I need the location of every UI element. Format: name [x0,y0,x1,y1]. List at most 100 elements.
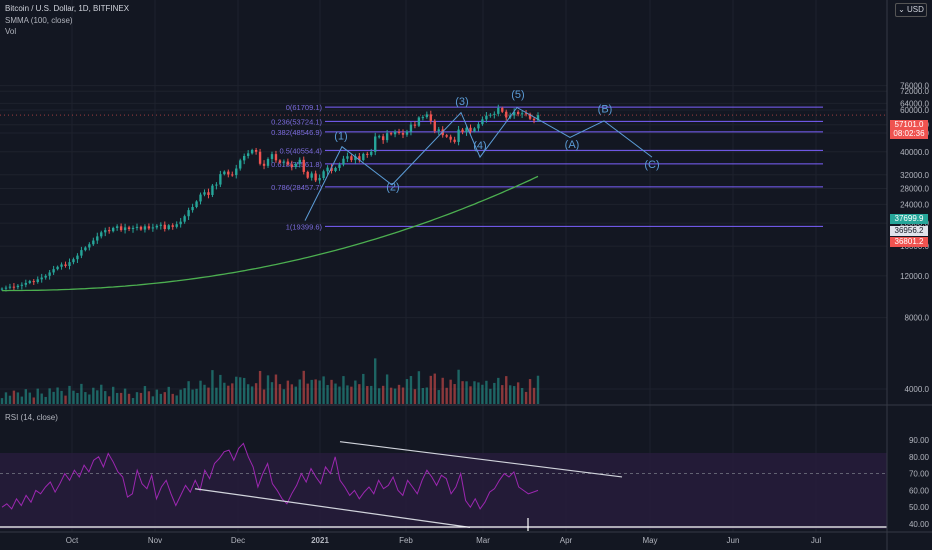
candle-body [338,164,341,168]
volume-bar [314,379,317,404]
candle-body [485,115,488,120]
candle-body [377,136,381,138]
candle-body [16,285,20,288]
candle-body [397,131,401,133]
volume-bar [143,386,147,404]
volume-bar [115,392,119,404]
volume-bar [60,390,63,404]
volume-bar [512,386,516,404]
x-tick-label: Nov [148,536,162,545]
rsi-lower-trendline [194,488,471,528]
volume-bar [135,392,139,404]
rsi-label[interactable]: RSI (14, close) [5,413,58,422]
candlesticks [0,104,540,292]
currency-label: USD [907,5,924,14]
candle-body [147,226,151,229]
volume-bar [32,397,35,404]
volume-bar [131,398,135,404]
candle-body [437,129,440,132]
volume-bar [175,395,178,404]
candle-body [64,264,67,266]
candle-body [381,136,385,141]
x-tick-label: Dec [231,536,245,545]
candle-body [111,227,115,232]
candle-body [528,113,532,119]
volume-bar [246,384,250,404]
indicator-smma-label[interactable]: SMMA (100, close) [5,16,73,25]
candle-body [231,174,234,176]
y-tick-label: 24000.0 [900,200,929,209]
currency-button[interactable]: ⌄ USD [895,3,927,17]
x-tick-label: Feb [399,536,413,545]
volume-bar [56,387,59,404]
last-price-badge: 57101.0 [890,120,928,130]
candle-body [207,192,210,195]
volume-bar [433,373,436,404]
y-tick-label: 4000.0 [905,385,930,394]
volume-bar [536,375,540,404]
candle-body [203,192,206,195]
candle-body [60,264,63,267]
volume-bar [155,389,159,404]
volume-bar [0,398,4,404]
candle-body [8,286,12,288]
candle-body [199,194,202,202]
volume-bar [318,380,321,404]
volume-bar [147,391,151,404]
volume-bar [266,375,270,404]
volume-bar [445,387,448,404]
red-price-badge: 36801.2 [890,237,928,247]
smma-path [2,175,539,292]
volume-bar [290,384,294,404]
volume-bar [223,382,226,404]
candle-body [330,167,333,171]
fib-level-label: 0.382(48546.9) [271,128,322,137]
rsi-upper-trendline [339,441,623,478]
candle-body [362,153,365,161]
wave-label: (1) [334,131,347,143]
volume-bar [12,390,16,404]
volume-bar [80,383,83,404]
candle-body [536,115,540,121]
volume-bar [211,370,214,404]
y-tick-label: 32000.0 [900,171,929,180]
candle-body [175,224,178,227]
candle-body [223,171,226,175]
candle-body [12,286,16,288]
volume-bar [509,385,512,404]
candle-body [0,288,4,290]
candle-body [76,255,79,260]
y-tick-label: 28000.0 [900,185,929,194]
volume-bar [350,386,353,404]
elliott-wave-drawing[interactable]: (1) (2) (3) (4) (5) (A) (B) (C) [304,89,660,221]
rsi-tick-label: 40.00 [909,520,930,529]
candle-body [258,151,262,164]
candle-body [453,139,456,142]
candle-body [505,111,508,118]
volume-bar [417,371,421,404]
volume-bar [362,373,365,404]
volume-bar [298,379,301,404]
candle-body [358,156,361,161]
x-tick-label: May [642,536,657,545]
candle-body [493,113,496,115]
volume-bar [203,384,206,404]
volume-bar [163,392,166,404]
rsi-tick-label: 70.00 [909,470,930,479]
candle-body [314,173,317,181]
volume-bar [274,374,278,404]
volume-bar [151,396,155,404]
candle-body [429,114,432,121]
volume-bar [171,393,174,404]
volume-bar [239,377,242,404]
y-tick-label: 64000.0 [900,99,929,108]
candle-body [243,155,246,161]
volume-bar [342,376,345,404]
volume-bar [243,377,246,404]
indicator-vol-label[interactable]: Vol [5,27,17,36]
rsi-tick-label: 60.00 [909,486,930,495]
volume-bar [24,389,28,404]
fib-level-label: 0(61709.1) [286,103,323,112]
candle-body [44,275,47,278]
